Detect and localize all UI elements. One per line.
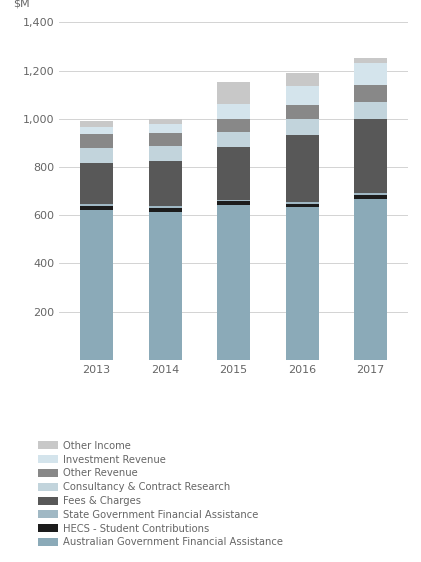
Bar bbox=[217, 147, 250, 200]
Bar bbox=[354, 193, 387, 195]
Bar bbox=[149, 119, 181, 124]
Bar bbox=[354, 63, 387, 85]
Bar bbox=[149, 124, 181, 133]
Bar bbox=[80, 163, 113, 205]
Bar bbox=[217, 200, 250, 201]
Bar bbox=[286, 105, 319, 119]
Bar bbox=[80, 205, 113, 206]
Bar bbox=[217, 132, 250, 147]
Bar bbox=[217, 201, 250, 205]
Bar bbox=[354, 119, 387, 193]
Bar bbox=[149, 211, 181, 360]
Bar bbox=[354, 58, 387, 63]
Bar bbox=[80, 210, 113, 360]
Bar bbox=[286, 135, 319, 202]
Bar bbox=[354, 195, 387, 199]
Bar bbox=[80, 121, 113, 126]
Bar bbox=[149, 146, 181, 161]
Bar bbox=[80, 134, 113, 148]
Bar bbox=[354, 102, 387, 119]
Bar bbox=[286, 204, 319, 207]
Bar bbox=[149, 208, 181, 211]
Bar bbox=[80, 148, 113, 163]
Bar bbox=[149, 133, 181, 146]
Bar bbox=[286, 202, 319, 204]
Bar bbox=[354, 199, 387, 360]
Bar bbox=[286, 73, 319, 85]
Bar bbox=[80, 206, 113, 210]
Bar bbox=[217, 119, 250, 132]
Legend: Other Income, Investment Revenue, Other Revenue, Consultancy & Contract Research: Other Income, Investment Revenue, Other … bbox=[35, 437, 288, 551]
Bar bbox=[217, 105, 250, 119]
Bar bbox=[286, 119, 319, 135]
Text: $M: $M bbox=[13, 0, 30, 9]
Bar bbox=[217, 82, 250, 105]
Bar bbox=[149, 161, 181, 206]
Bar bbox=[354, 85, 387, 102]
Bar bbox=[286, 85, 319, 105]
Bar bbox=[217, 205, 250, 360]
Bar bbox=[149, 206, 181, 208]
Bar bbox=[286, 207, 319, 360]
Bar bbox=[80, 126, 113, 134]
